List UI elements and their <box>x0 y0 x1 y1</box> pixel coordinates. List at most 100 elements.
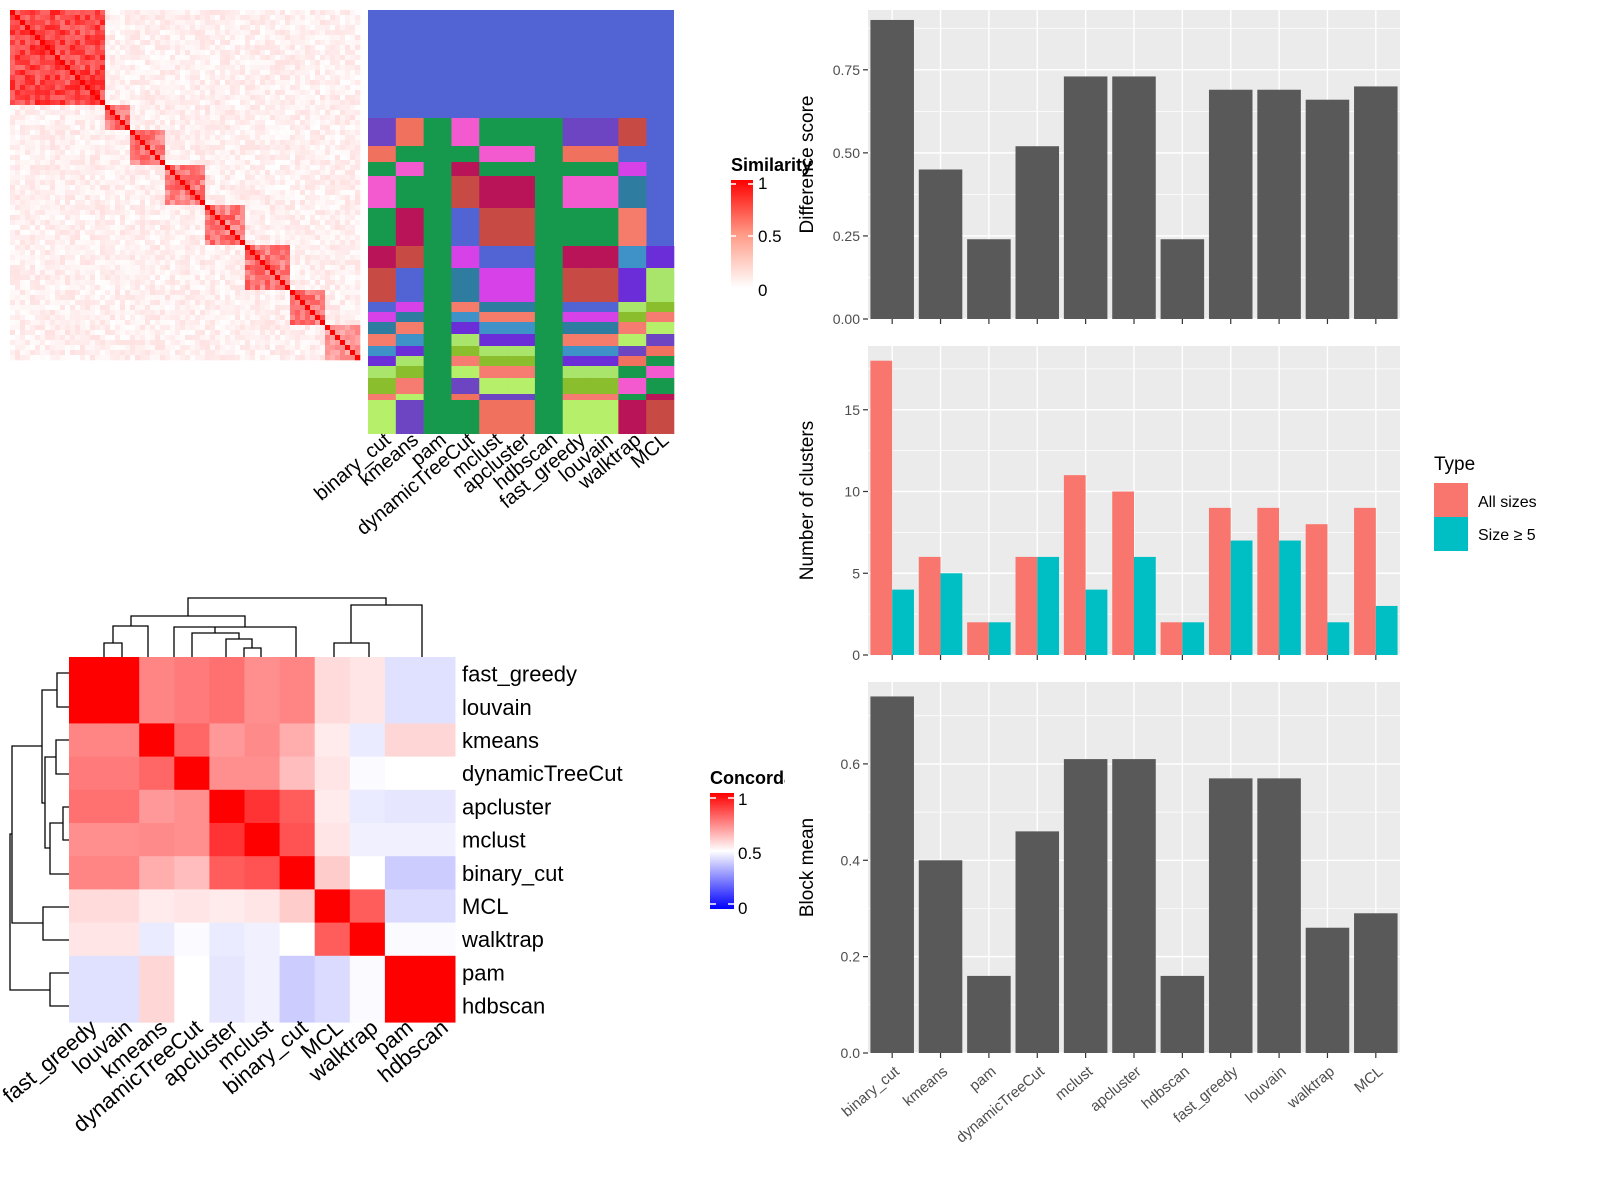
similarity-cell <box>320 90 326 96</box>
similarity-cell <box>125 155 131 161</box>
similarity-cell <box>125 75 131 81</box>
similarity-cell <box>65 105 71 111</box>
similarity-cell <box>215 85 221 91</box>
similarity-cell <box>125 290 131 296</box>
similarity-cell <box>125 255 131 261</box>
similarity-cell <box>250 225 256 231</box>
similarity-cell <box>355 285 361 291</box>
similarity-cell <box>35 300 41 306</box>
similarity-cell <box>340 185 346 191</box>
similarity-cell <box>265 350 271 356</box>
similarity-cell <box>210 340 216 346</box>
similarity-cell <box>215 220 221 226</box>
similarity-cell <box>235 240 241 246</box>
similarity-cell <box>110 320 116 326</box>
similarity-cell <box>30 310 36 316</box>
similarity-cell <box>60 70 66 76</box>
similarity-cell <box>95 235 101 241</box>
similarity-cell <box>200 240 206 246</box>
similarity-cell <box>55 20 61 26</box>
similarity-cell <box>260 235 266 241</box>
similarity-cell <box>260 340 266 346</box>
similarity-cell <box>330 285 336 291</box>
similarity-cell <box>45 145 51 151</box>
similarity-cell <box>275 70 281 76</box>
similarity-cell <box>175 225 181 231</box>
similarity-cell <box>345 15 351 21</box>
similarity-cell <box>75 195 81 201</box>
similarity-cell <box>280 225 286 231</box>
similarity-cell <box>185 200 191 206</box>
similarity-cell <box>50 355 56 361</box>
similarity-cell <box>330 205 336 211</box>
similarity-cell <box>325 20 331 26</box>
similarity-cell <box>95 280 101 286</box>
similarity-cell <box>305 250 311 256</box>
similarity-cell <box>115 20 121 26</box>
similarity-cell <box>100 250 106 256</box>
similarity-cell <box>335 305 341 311</box>
similarity-cell <box>175 135 181 141</box>
similarity-cell <box>235 160 241 166</box>
similarity-cell <box>15 200 21 206</box>
similarity-cell <box>15 310 21 316</box>
similarity-cell <box>195 40 201 46</box>
similarity-cell <box>220 345 226 351</box>
similarity-cell <box>70 40 76 46</box>
similarity-cell <box>350 130 356 136</box>
similarity-cell <box>345 160 351 166</box>
similarity-cell <box>55 80 61 86</box>
similarity-cell <box>265 60 271 66</box>
similarity-cell <box>230 335 236 341</box>
similarity-cell <box>260 300 266 306</box>
similarity-cell <box>225 300 231 306</box>
similarity-cell <box>40 155 46 161</box>
similarity-cell <box>270 270 276 276</box>
similarity-cell <box>280 150 286 156</box>
similarity-cell <box>295 195 301 201</box>
similarity-cell <box>190 260 196 266</box>
similarity-cell <box>240 15 246 21</box>
similarity-cell <box>135 65 141 71</box>
similarity-cell <box>325 45 331 51</box>
similarity-cell <box>125 55 131 61</box>
similarity-cell <box>90 275 96 281</box>
similarity-cell <box>320 280 326 286</box>
similarity-cell <box>275 95 281 101</box>
similarity-cell <box>70 320 76 326</box>
similarity-cell <box>80 230 86 236</box>
similarity-cell <box>180 240 186 246</box>
similarity-cell <box>205 280 211 286</box>
similarity-cell <box>90 95 96 101</box>
similarity-cell <box>275 335 281 341</box>
similarity-cell <box>345 235 351 241</box>
similarity-cell <box>355 270 361 276</box>
similarity-cell <box>155 305 161 311</box>
similarity-cell <box>140 235 146 241</box>
similarity-cell <box>220 260 226 266</box>
similarity-cell <box>50 135 56 141</box>
similarity-cell <box>300 310 306 316</box>
similarity-cell <box>355 10 361 16</box>
similarity-cell <box>220 320 226 326</box>
similarity-cell <box>95 335 101 341</box>
similarity-cell <box>210 210 216 216</box>
similarity-cell <box>180 90 186 96</box>
similarity-cell <box>245 65 251 71</box>
similarity-cell <box>235 185 241 191</box>
similarity-cell <box>255 125 261 131</box>
similarity-cell <box>155 325 161 331</box>
similarity-cell <box>290 305 296 311</box>
similarity-cell <box>275 105 281 111</box>
similarity-cell <box>30 205 36 211</box>
similarity-cell <box>320 235 326 241</box>
similarity-cell <box>80 75 86 81</box>
similarity-cell <box>345 275 351 281</box>
similarity-cell <box>95 155 101 161</box>
similarity-cell <box>35 355 41 361</box>
similarity-cell <box>100 180 106 186</box>
similarity-cell <box>190 190 196 196</box>
similarity-cell <box>135 230 141 236</box>
similarity-cell <box>305 20 311 26</box>
similarity-cell <box>210 35 216 41</box>
